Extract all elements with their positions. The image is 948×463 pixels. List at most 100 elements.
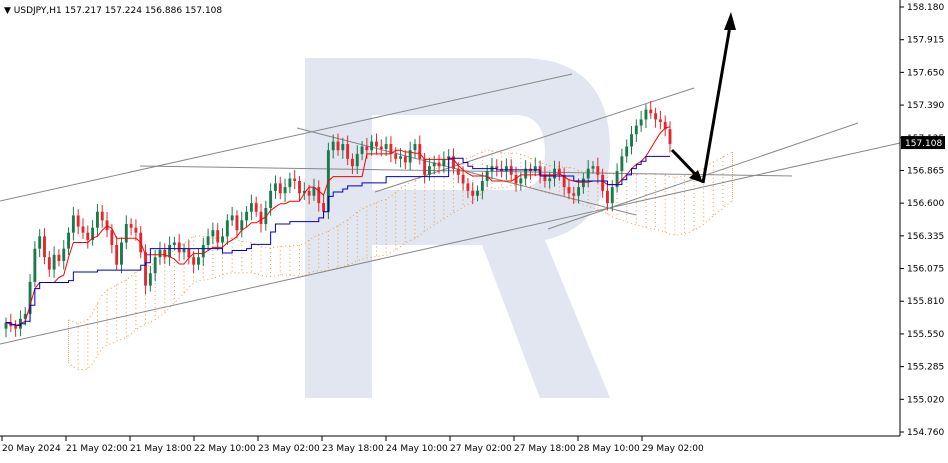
candle-body <box>610 187 614 204</box>
candle-body <box>452 156 455 169</box>
candle-body <box>553 168 556 179</box>
candle-body <box>129 224 133 228</box>
candle-body <box>153 257 157 274</box>
candle-body <box>336 141 340 151</box>
candle-body <box>509 166 513 175</box>
candle-body <box>134 227 138 233</box>
candle-body <box>567 187 571 194</box>
kijun-sen-line <box>6 155 670 327</box>
candle-body <box>115 244 119 265</box>
candle-body <box>230 215 234 221</box>
candle-body <box>360 146 364 154</box>
y-tick-label: 155.285 <box>907 363 944 373</box>
candle-body <box>235 215 239 231</box>
svg-text:▼ USDJPY,H1 157.217 157.224 1: ▼ USDJPY,H1 157.217 157.224 156.886 157.… <box>4 6 222 16</box>
candle-body <box>317 187 321 204</box>
candle-body <box>192 257 196 265</box>
candle-body <box>4 322 8 329</box>
candle-body <box>480 180 484 191</box>
arrow-down-shaft <box>670 148 699 178</box>
y-tick-label: 156.865 <box>907 166 944 176</box>
candle-body <box>375 141 378 147</box>
candle-body <box>606 190 609 204</box>
candle-body <box>355 153 359 167</box>
candle-body <box>67 232 70 249</box>
candle-body <box>413 144 417 151</box>
candle-body <box>302 190 306 194</box>
candle-body <box>278 183 282 194</box>
candle-body <box>639 119 643 126</box>
candle-body <box>240 220 244 231</box>
candle-body <box>625 146 629 157</box>
y-tick-label: 155.550 <box>907 330 944 340</box>
candle-body <box>427 166 431 175</box>
candle-body <box>654 113 658 120</box>
y-tick-label: 156.335 <box>907 232 944 242</box>
candle-body <box>615 171 619 188</box>
candle-body <box>471 190 475 196</box>
x-tick-label: 21 May 18:00 <box>130 444 192 454</box>
candle-body <box>577 187 581 196</box>
header-open: 157.217 <box>65 6 102 16</box>
candle-body <box>557 168 561 175</box>
x-tick-label: 27 May 18:00 <box>514 444 576 454</box>
y-tick-label: 158.180 <box>907 3 944 13</box>
candle-body <box>148 273 152 286</box>
candle-body <box>158 249 162 258</box>
y-tick-label: 156.600 <box>907 199 944 209</box>
candle-body <box>663 121 667 130</box>
y-tick-label: 157.390 <box>907 101 944 111</box>
y-axis-ticks: 158.180157.915157.650157.390157.125156.8… <box>900 3 944 438</box>
header-close: 157.108 <box>185 6 222 16</box>
x-tick-label: 22 May 10:00 <box>194 444 256 454</box>
candle-body <box>274 183 277 191</box>
candle-body <box>658 119 662 122</box>
candle-body <box>403 156 407 163</box>
candle-body <box>365 146 369 151</box>
candle-body <box>62 248 66 261</box>
candle-body <box>52 254 56 270</box>
candle-body <box>562 174 566 188</box>
header-symbol: USDJPY,H1 <box>14 6 62 16</box>
candle-body <box>197 257 200 265</box>
candle-body <box>201 244 205 258</box>
candle-body <box>466 183 470 191</box>
candle-body <box>519 178 523 184</box>
candle-body <box>105 220 109 231</box>
y-tick-label: 157.650 <box>907 68 944 78</box>
candle-body <box>572 193 576 196</box>
ichimoku-cloud <box>68 149 734 371</box>
candle-body <box>495 166 499 169</box>
candle-body <box>630 134 633 147</box>
trendline-lower-support <box>0 142 901 345</box>
candle-body <box>456 168 460 175</box>
candle-body <box>620 156 624 172</box>
x-tick-label: 20 May 2024 <box>2 444 61 454</box>
candle-body <box>447 156 451 159</box>
candle-body <box>399 156 402 159</box>
candle-body <box>71 215 75 233</box>
candle-body <box>370 141 374 151</box>
candle-body <box>432 162 436 167</box>
y-tick-label: 155.020 <box>907 395 944 405</box>
candle-body <box>504 166 508 172</box>
x-tick-label: 27 May 02:00 <box>450 444 512 454</box>
watermark-logo <box>305 58 610 398</box>
y-tick-label: 155.810 <box>907 297 944 307</box>
candle-body <box>533 166 537 172</box>
candle-body <box>81 226 85 233</box>
candle-body <box>245 211 249 221</box>
header-marker: ▼ <box>4 6 14 16</box>
tenkan-sen-line <box>5 126 671 327</box>
candle-body <box>379 146 383 149</box>
candle-body <box>668 129 672 145</box>
candle-body <box>341 144 345 151</box>
candle-body <box>187 248 191 258</box>
candle-body <box>144 252 147 286</box>
candle-body <box>57 254 61 261</box>
candle-body <box>211 230 215 237</box>
candle-body <box>14 326 18 329</box>
candle-body <box>384 144 388 149</box>
